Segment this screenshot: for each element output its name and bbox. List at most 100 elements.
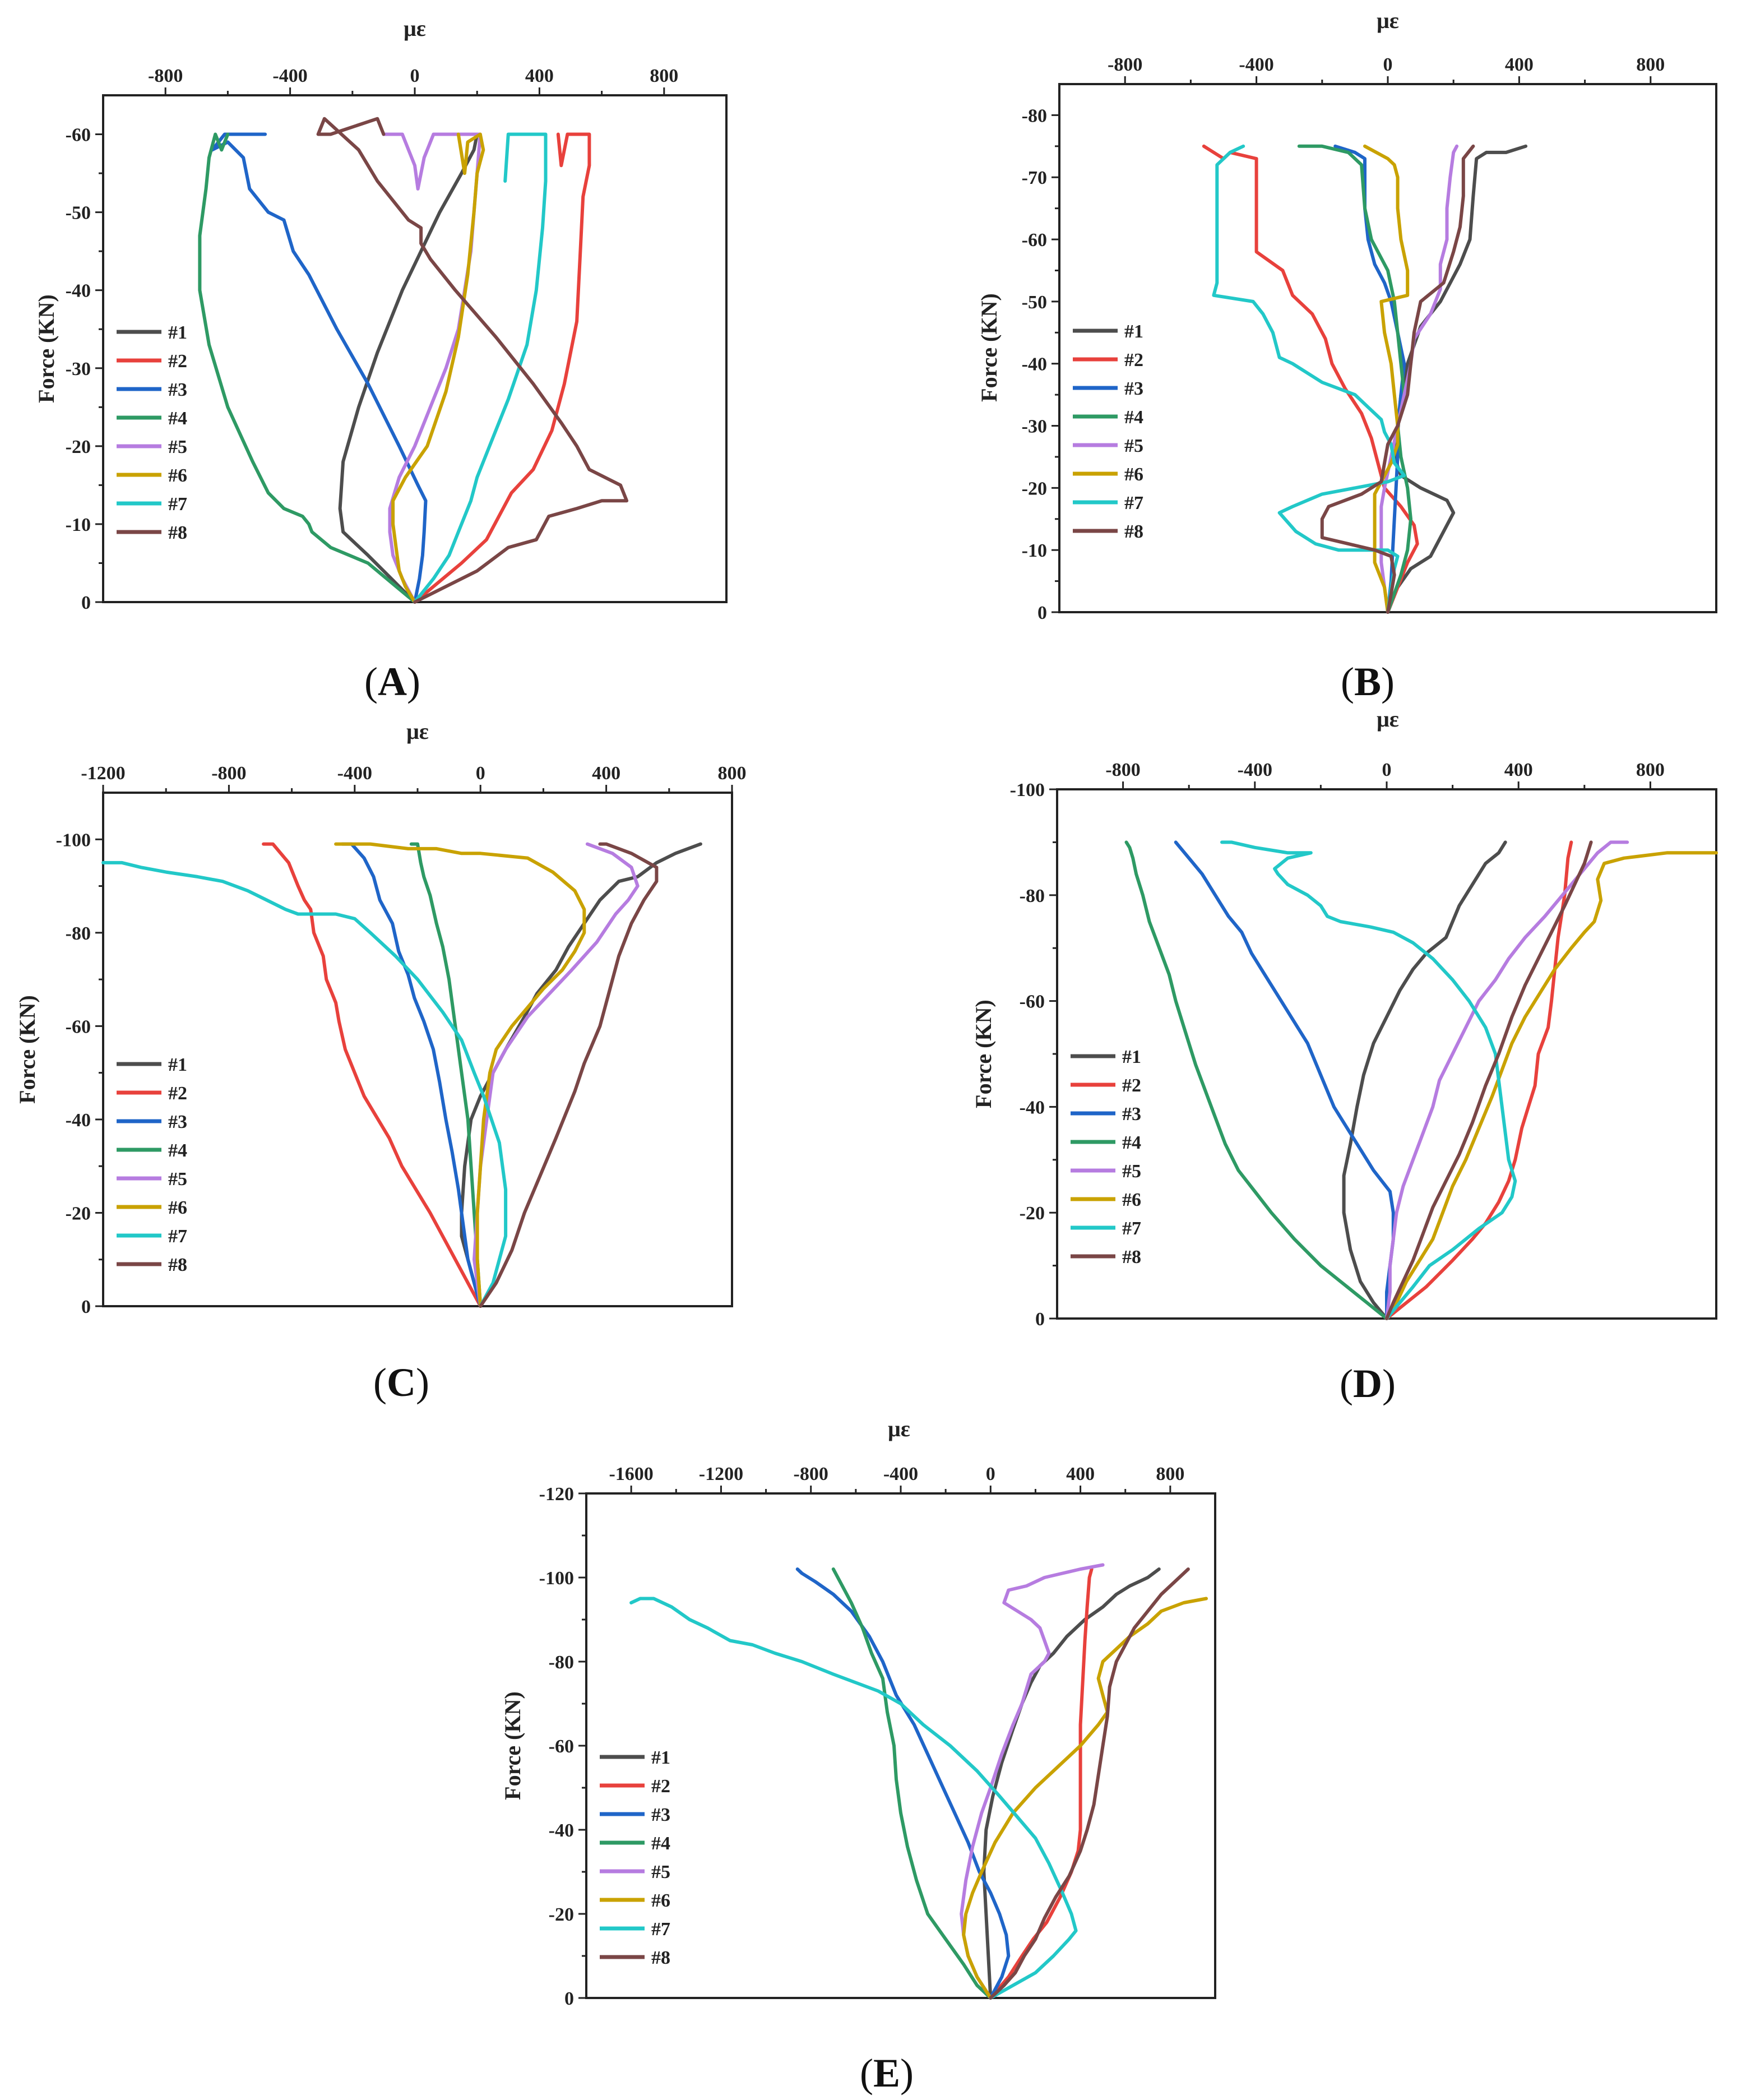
series-line-d-3	[1174, 840, 1395, 1320]
series-line-a-4	[198, 132, 416, 604]
x-axis-title-a: με	[404, 16, 426, 41]
x-tick-label-b: 0	[1383, 54, 1393, 75]
series-line-c-7	[101, 861, 508, 1308]
x-tick-label-c: -800	[211, 763, 246, 784]
legend-label-d-2: #2	[1122, 1075, 1141, 1096]
x-tick-label-e: -1600	[609, 1464, 653, 1484]
series-line-e-6	[962, 1597, 1208, 2000]
legend-label-a-1: #1	[168, 322, 187, 343]
x-tick-label-d: 800	[1636, 760, 1665, 780]
x-tick-label-e: -400	[883, 1464, 918, 1484]
series-line-a-7	[413, 132, 548, 604]
panel-d: -800 -400 0 400 800 0 -20 -40 -60 -80 -100 #1 #2 #3 #…	[971, 706, 1718, 1406]
panel-a: -800 -400 0 400 800 0 -10 -20 -30 -40 -50 -60 #1 #2 #…	[34, 16, 728, 704]
legend-label-d-4: #4	[1122, 1132, 1141, 1153]
y-tick-label-a: -20	[66, 437, 91, 457]
y-tick-label-e: -60	[549, 1736, 574, 1757]
panel-label-b-open: (	[1341, 659, 1354, 704]
series-line-c-6	[334, 842, 586, 1308]
legend-label-d-5: #5	[1122, 1161, 1141, 1182]
legend-label-e-8: #8	[651, 1948, 670, 1968]
y-tick-label-b: -60	[1022, 230, 1047, 251]
x-tick-label-c: -1200	[81, 763, 125, 784]
legend-label-e-5: #5	[651, 1862, 670, 1882]
legend-label-d-3: #3	[1122, 1104, 1141, 1125]
x-tick-label-a: 400	[525, 66, 554, 86]
series-line-d-4	[1124, 840, 1388, 1320]
y-tick-label-d: -60	[1020, 992, 1045, 1012]
legend-label-a-4: #4	[168, 408, 187, 429]
x-axis-title-c: με	[406, 719, 429, 744]
x-tick-label-d: 400	[1504, 760, 1533, 780]
y-tick-label-e: -80	[549, 1652, 574, 1673]
series-line-c-3	[340, 842, 483, 1308]
series-line-d-7	[1220, 840, 1517, 1320]
plot-area-e	[585, 1492, 1216, 1999]
panel-label-a: (A)	[364, 659, 420, 704]
legend-label-c-7: #7	[168, 1226, 187, 1247]
series-line-d-5	[1385, 840, 1629, 1320]
y-tick-label-c: -80	[66, 923, 91, 944]
legend-label-d-6: #6	[1122, 1190, 1141, 1210]
panel-e: -1600 -1200 -800 -400 0 400 800 0 -20 -40 -60 -80 -1…	[500, 1416, 1216, 2096]
legend-label-c-2: #2	[168, 1083, 187, 1104]
panel-c: -1200 -800 -400 0 400 800 0 -20 -40 -60 -80 -100 #1…	[15, 719, 747, 1405]
x-axis-title-e: με	[888, 1416, 910, 1441]
y-tick-label-b: -40	[1022, 354, 1047, 375]
panel-label-a-letter: A	[378, 659, 407, 704]
x-tick-label-d: -800	[1105, 760, 1140, 780]
legend-label-d-8: #8	[1122, 1247, 1141, 1268]
series-line-e-3	[795, 1567, 1011, 2000]
legend-label-b-8: #8	[1124, 521, 1143, 542]
y-axis-title-d: Force (KN)	[971, 1000, 996, 1108]
x-tick-label-b: 800	[1636, 54, 1665, 75]
y-tick-label-a: -50	[66, 203, 91, 224]
series-line-e-2	[989, 1567, 1094, 2000]
y-tick-label-a: -60	[66, 125, 91, 146]
x-tick-label-e: -800	[794, 1464, 828, 1484]
series-line-d-6	[1385, 851, 1718, 1320]
x-tick-label-b: -800	[1108, 54, 1142, 75]
legend-label-c-5: #5	[168, 1169, 187, 1190]
series-line-b-2	[1202, 144, 1419, 614]
legend-label-e-2: #2	[651, 1776, 670, 1797]
x-tick-label-a: -800	[148, 66, 183, 86]
y-tick-label-a: -40	[66, 281, 91, 302]
x-tick-label-a: 0	[410, 66, 420, 86]
legend-label-b-4: #4	[1124, 407, 1143, 428]
series-line-a-8	[316, 117, 629, 604]
x-tick-label-e: 800	[1156, 1464, 1184, 1484]
series-line-a-6	[391, 132, 485, 604]
panel-label-c-letter: C	[387, 1360, 416, 1405]
series-line-e-8	[989, 1567, 1190, 2000]
x-axis-title-b: με	[1377, 8, 1399, 33]
y-tick-label-b: -30	[1022, 417, 1047, 437]
series-line-d-2	[1385, 840, 1573, 1320]
y-tick-label-a: -30	[66, 359, 91, 380]
panel-label-d-open: (	[1340, 1361, 1353, 1406]
x-tick-label-d: 0	[1382, 760, 1392, 780]
series-line-a-2	[413, 132, 591, 604]
series-line-b-6	[1363, 144, 1410, 614]
x-tick-label-c: 800	[718, 763, 747, 784]
legend-label-e-6: #6	[651, 1890, 670, 1911]
panel-label-d-letter: D	[1353, 1361, 1382, 1406]
y-axis-title-c: Force (KN)	[15, 995, 40, 1104]
legend-label-b-2: #2	[1124, 350, 1143, 371]
y-tick-label-a: 0	[81, 593, 91, 613]
y-tick-label-b: -80	[1022, 105, 1047, 126]
x-tick-label-e: -1200	[699, 1464, 743, 1484]
panel-label-e-letter: E	[873, 2051, 900, 2096]
series-line-c-2	[262, 842, 483, 1308]
panel-label-d: (D)	[1340, 1361, 1396, 1406]
panel-label-b: (B)	[1341, 659, 1395, 704]
legend-label-a-7: #7	[168, 494, 187, 515]
legend-label-c-8: #8	[168, 1255, 187, 1275]
panel-label-c: (C)	[373, 1360, 429, 1405]
series-line-c-8	[479, 842, 659, 1308]
y-tick-label-b: -20	[1022, 478, 1047, 499]
legend-label-b-1: #1	[1124, 321, 1143, 342]
legend-label-d-1: #1	[1122, 1047, 1141, 1067]
legend-label-e-3: #3	[651, 1805, 670, 1825]
y-tick-label-b: 0	[1037, 603, 1047, 623]
